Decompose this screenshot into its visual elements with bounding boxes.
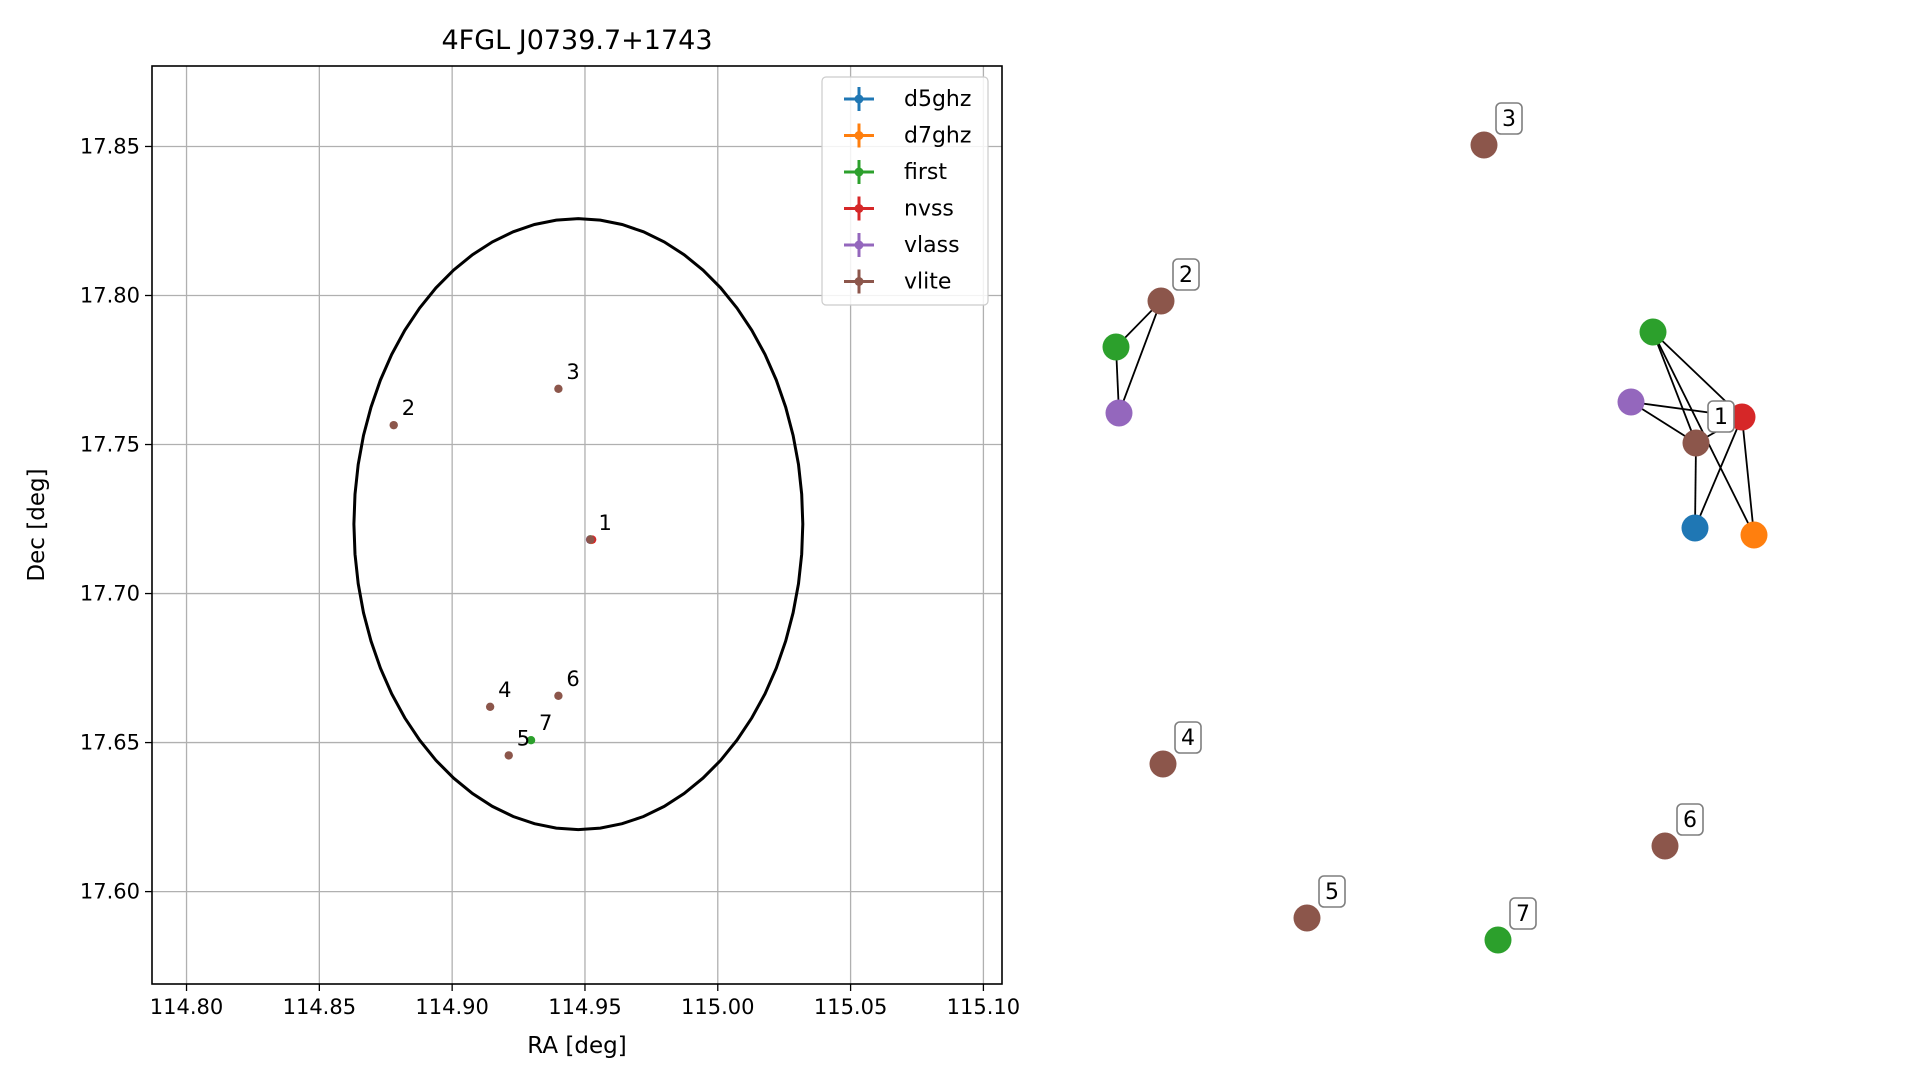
graph-node-first	[1484, 926, 1512, 954]
legend-dot-vlass	[854, 240, 864, 250]
legend-label-d5ghz: d5ghz	[904, 87, 971, 112]
legend-label-d7ghz: d7ghz	[904, 124, 971, 149]
y-axis-label: Dec [deg]	[24, 468, 50, 581]
graph-nodes	[1102, 131, 1768, 954]
point-label: 3	[566, 360, 579, 384]
data-point-vlite	[485, 702, 495, 712]
chart-title: 4FGL J0739.7+1743	[441, 25, 712, 56]
y-tick-label: 17.80	[80, 284, 140, 308]
graph-node-label: 5	[1318, 875, 1346, 908]
x-tick-label: 114.80	[150, 995, 223, 1019]
node-label-text: 1	[1714, 405, 1728, 430]
point-label: 5	[517, 726, 530, 750]
legend-label-nvss: nvss	[904, 197, 954, 222]
graph-node-d7ghz	[1740, 521, 1768, 549]
error-ellipse	[352, 217, 805, 832]
graph-edge	[1694, 416, 1743, 529]
graph-node-vlite	[1147, 287, 1175, 315]
y-ticks: 17.60 17.65 17.70 17.75 17.80 17.85	[80, 134, 152, 904]
plot-frame	[151, 65, 1003, 985]
y-tick-label: 17.60	[80, 880, 140, 904]
legend: d5ghz d7ghz first nvss vlass vlite	[821, 76, 989, 306]
legend-dot-d7ghz	[854, 131, 864, 140]
x-ticks: 114.80 114.85 114.90 114.95 115.00 115.05 115.…	[150, 984, 1020, 1019]
graph-node-label: 1	[1707, 400, 1735, 433]
legend-label-vlite: vlite	[904, 270, 951, 295]
graph-edge	[1118, 300, 1162, 414]
graph-edge	[1741, 416, 1755, 536]
node-label-box	[1509, 897, 1537, 930]
node-label-text: 3	[1502, 107, 1516, 132]
node-label-text: 4	[1181, 726, 1195, 751]
node-label-box	[1707, 400, 1735, 433]
y-tick-label: 17.85	[80, 134, 140, 158]
legend-dot-nvss	[854, 204, 864, 213]
point-label: 4	[498, 678, 511, 702]
graph-node-label: 6	[1676, 803, 1704, 836]
graph-node-vlite	[1682, 429, 1710, 457]
x-tick-label: 115.00	[681, 995, 754, 1019]
x-tick-label: 115.05	[814, 995, 887, 1019]
graph-node-d5ghz	[1681, 514, 1709, 542]
x-tick-label: 115.10	[947, 995, 1020, 1019]
data-point-vlite	[554, 691, 563, 700]
graph-node-vlass	[1105, 399, 1133, 427]
node-label-text: 5	[1325, 880, 1339, 905]
point-labels: 1 7 2 3 45 6	[402, 360, 612, 751]
graph-node-labels: 1 2 3 4 5 6 7	[1172, 102, 1735, 930]
graph-node-vlite	[1651, 832, 1679, 860]
graph-node-nvss	[1728, 403, 1756, 431]
node-label-text: 7	[1516, 902, 1530, 927]
graph-node-label: 4	[1174, 721, 1202, 754]
node-label-box	[1318, 875, 1346, 908]
data-point-vlite	[389, 420, 398, 430]
network-graph: 1 2 3 4 5 6 7	[1102, 102, 1768, 954]
node-label-text: 2	[1179, 263, 1193, 288]
node-label-text: 6	[1683, 808, 1697, 833]
legend-label-vlass: vlass	[904, 233, 960, 258]
x-tick-label: 114.85	[283, 995, 356, 1019]
data-point-vlite	[504, 751, 513, 760]
x-axis-label: RA [deg]	[527, 1033, 626, 1059]
point-label: 2	[402, 396, 415, 420]
point-label: 7	[539, 711, 552, 735]
legend-dot-d5ghz	[854, 94, 864, 104]
x-tick-label: 114.90	[415, 995, 488, 1019]
data-points	[389, 384, 597, 760]
y-tick-label: 17.65	[80, 731, 140, 755]
node-label-box	[1172, 258, 1200, 291]
data-point-vlite	[586, 535, 595, 544]
graph-edge	[1694, 442, 1697, 529]
node-label-box	[1174, 721, 1202, 754]
data-point-first	[526, 735, 536, 745]
graph-node-label: 3	[1495, 102, 1523, 135]
graph-node-vlite	[1293, 904, 1321, 932]
legend-label-first: first	[904, 160, 947, 185]
graph-edge	[1652, 331, 1697, 444]
node-label-box	[1676, 803, 1704, 836]
node-label-box	[1495, 102, 1523, 135]
graph-node-vlite	[1149, 750, 1177, 778]
graph-node-first	[1102, 333, 1130, 361]
point-label: 1	[599, 511, 612, 535]
legend-dot-first	[854, 167, 864, 177]
graph-node-vlass	[1617, 388, 1645, 416]
graph-node-label: 2	[1172, 258, 1200, 291]
x-tick-label: 114.95	[548, 995, 621, 1019]
legend-dot-vlite	[854, 277, 864, 286]
y-tick-label: 17.75	[80, 433, 140, 457]
graph-node-vlite	[1470, 131, 1498, 159]
y-tick-label: 17.70	[80, 582, 140, 606]
graph-node-label: 7	[1509, 897, 1537, 930]
point-label: 6	[566, 667, 579, 691]
error-ellipse-layer	[352, 217, 805, 832]
graph-node-first	[1639, 318, 1667, 346]
data-point-vlite	[554, 384, 563, 393]
